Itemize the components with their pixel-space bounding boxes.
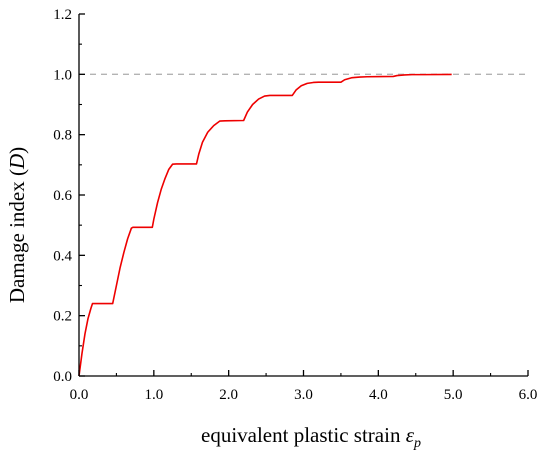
x-tick-label: 2.0	[219, 387, 238, 403]
x-tick-label: 6.0	[519, 387, 538, 403]
x-axis-label-subscript: p	[413, 436, 421, 451]
y-axis-label-text: Damage index (	[5, 169, 29, 303]
y-axis-label: Damage index (D)	[5, 147, 29, 303]
x-axis-label-symbol: ε	[406, 423, 415, 447]
series-layer	[78, 73, 452, 377]
y-tick-label: 1.2	[53, 7, 72, 23]
y-tick-label: 0.8	[53, 128, 72, 144]
x-tick-layer: 0.0 1.0 2.0 3.0 4.0 5.0 6.0	[70, 370, 538, 403]
y-tick-label: 0.2	[53, 309, 72, 325]
x-tick-label: 1.0	[144, 387, 163, 403]
x-tick-label: 0.0	[70, 387, 89, 403]
y-tick-layer: 0.0 0.2 0.4 0.6 0.8 1.0 1.2	[53, 7, 85, 385]
y-axis-label-symbol: D	[5, 154, 29, 170]
y-tick-label: 0.6	[53, 188, 72, 204]
y-tick-label: 0.4	[53, 248, 72, 264]
y-tick-label: 0.0	[53, 369, 72, 385]
axes-layer	[78, 14, 528, 377]
y-tick-label: 1.0	[53, 67, 72, 83]
y-axis-label-close: )	[5, 147, 29, 154]
x-axis-label-text: equivalent plastic strain	[201, 423, 406, 447]
x-tick-label: 3.0	[294, 387, 313, 403]
x-axis-label: equivalent plastic strain εp	[201, 423, 421, 451]
series-line-0	[78, 73, 452, 377]
x-tick-label: 4.0	[369, 387, 388, 403]
x-tick-label: 5.0	[444, 387, 463, 403]
